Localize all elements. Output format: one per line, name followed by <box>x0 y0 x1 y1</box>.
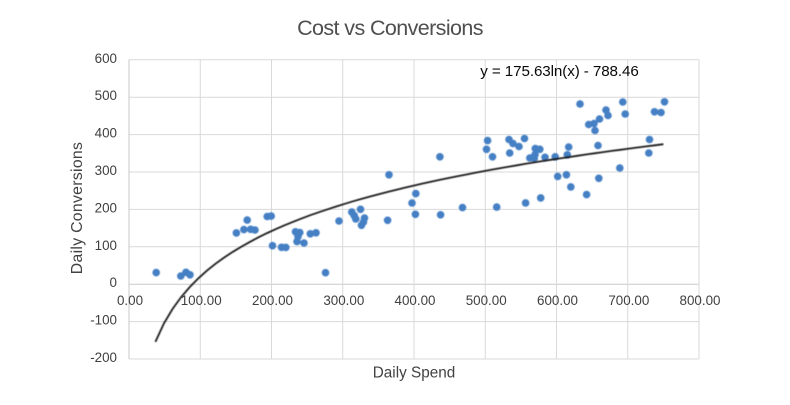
svg-text:Daily Conversions: Daily Conversions <box>69 142 86 274</box>
svg-text:500: 500 <box>95 88 117 103</box>
svg-text:0: 0 <box>110 275 117 290</box>
svg-text:400.00: 400.00 <box>395 293 436 308</box>
svg-text:-200: -200 <box>90 350 117 365</box>
svg-text:y = 175.63ln(x) - 788.46: y = 175.63ln(x) - 788.46 <box>480 63 638 80</box>
svg-text:200.00: 200.00 <box>252 293 293 308</box>
svg-text:Daily Spend: Daily Spend <box>373 365 455 382</box>
svg-text:300.00: 300.00 <box>323 293 364 308</box>
svg-text:200: 200 <box>95 200 117 215</box>
svg-text:600: 600 <box>95 51 117 66</box>
svg-text:0.00: 0.00 <box>117 293 143 308</box>
svg-text:100: 100 <box>95 238 117 253</box>
svg-text:Cost vs Conversions: Cost vs Conversions <box>297 16 483 40</box>
svg-text:700.00: 700.00 <box>608 293 649 308</box>
svg-text:800.00: 800.00 <box>680 293 721 308</box>
svg-text:100.00: 100.00 <box>181 293 222 308</box>
svg-text:600.00: 600.00 <box>537 293 578 308</box>
svg-text:500.00: 500.00 <box>466 293 507 308</box>
svg-text:400: 400 <box>95 126 117 141</box>
svg-text:-100: -100 <box>90 313 117 328</box>
svg-text:300: 300 <box>95 163 117 178</box>
